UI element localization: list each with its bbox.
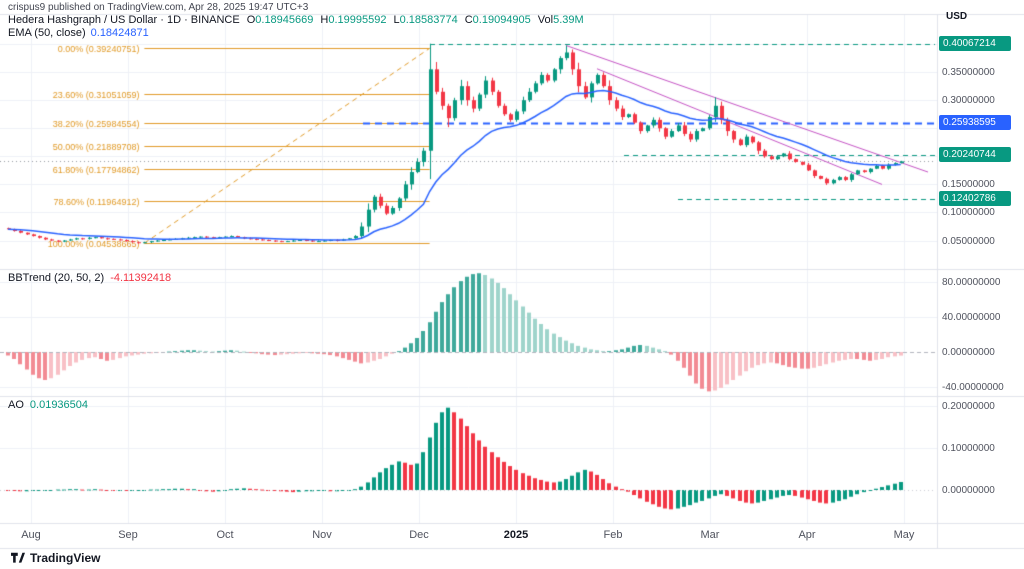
ohlc-low: L 0.18583774 — [393, 14, 458, 26]
ao-tick-label: 0.10000000 — [942, 443, 995, 454]
price-axis-currency: USD — [946, 11, 968, 22]
price-tick-label: 0.10000000 — [942, 207, 995, 219]
bbtrend-tick-label: 80.00000000 — [942, 277, 1001, 288]
ohlc-open: O 0.18945669 — [246, 14, 314, 26]
ao-tick-label: 0.20000000 — [942, 401, 995, 412]
bbtrend-tick-label: -40.00000000 — [942, 382, 1004, 393]
bbtrend-value: -4.11392418 — [110, 272, 172, 284]
ao-tick-label: 0.00000000 — [942, 485, 995, 496]
bbtrend-label[interactable]: BBTrend (20, 50, 2) — [8, 272, 105, 284]
price-level-badge: 0.12402786 — [939, 191, 1011, 207]
symbol-legend: Hedera Hashgraph / US Dollar · 1D · BINA… — [8, 14, 584, 26]
ema-value: 0.18424871 — [90, 27, 149, 39]
tradingview-brand-link[interactable]: TradingView — [10, 551, 100, 565]
time-axis-label: Feb — [603, 529, 623, 541]
ohlc-close: C 0.19094905 — [464, 14, 531, 26]
publish-header: crispus9 published on TradingView.com, A… — [8, 2, 309, 13]
bbtrend-tick-label: 0.00000000 — [942, 347, 995, 358]
time-axis-label: Aug — [21, 529, 41, 541]
time-axis-label: Sep — [118, 529, 138, 541]
price-level-badge: 0.20240744 — [939, 147, 1011, 163]
price-tick-label: 0.05000000 — [942, 235, 995, 247]
bbtrend-tick-label: 40.00000000 — [942, 312, 1001, 323]
ao-legend: AO 0.01936504 — [8, 399, 88, 411]
symbol-title[interactable]: Hedera Hashgraph / US Dollar · 1D · BINA… — [8, 14, 240, 26]
price-tick-label: 0.15000000 — [942, 179, 995, 191]
time-axis-label: Mar — [700, 529, 720, 541]
tradingview-brand-label: TradingView — [30, 551, 101, 565]
ao-value: 0.01936504 — [29, 399, 89, 411]
volume-value: Vol 5.39M — [537, 14, 584, 26]
ao-label[interactable]: AO — [8, 399, 24, 411]
price-level-badge: 0.40067214 — [939, 36, 1011, 52]
ohlc-high: H 0.19995592 — [320, 14, 387, 26]
ema-legend: EMA (50, close) 0.18424871 — [8, 27, 149, 39]
time-axis-label: May — [893, 529, 915, 541]
time-axis-label: Apr — [798, 529, 816, 541]
price-tick-label: 0.30000000 — [942, 95, 995, 107]
time-axis-label: Oct — [216, 529, 234, 541]
time-axis-label: 2025 — [503, 529, 529, 541]
ema-label[interactable]: EMA (50, close) — [8, 27, 86, 39]
price-tick-label: 0.35000000 — [942, 67, 995, 79]
price-level-badge: 0.25938595 — [939, 115, 1011, 131]
time-scale[interactable] — [0, 523, 937, 548]
time-axis-label: Nov — [312, 529, 332, 541]
tradingview-logo-icon — [11, 552, 25, 563]
bbtrend-legend: BBTrend (20, 50, 2) -4.11392418 — [8, 272, 171, 284]
time-axis-label: Dec — [409, 529, 429, 541]
